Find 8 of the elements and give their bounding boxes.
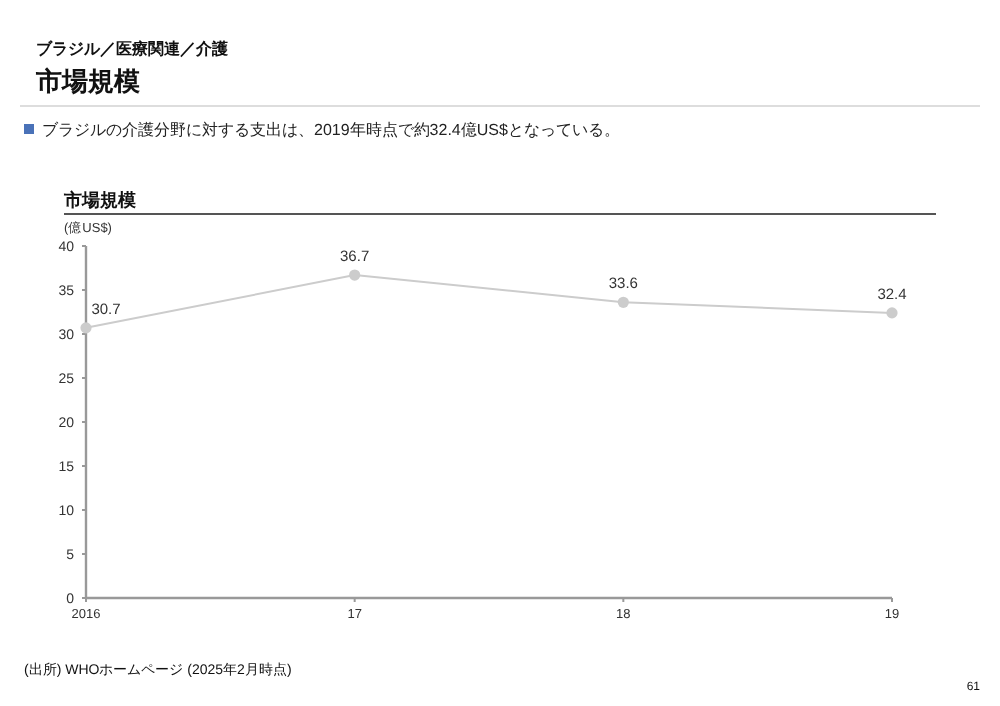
chart-subtitle: ブラジルの介護分野に対する支出は、2019年時点で約32.4億US$となっている。 [42,121,620,139]
point [886,307,898,319]
point [80,322,92,334]
point [617,296,629,308]
text: ブラジル／医療関連／介護 [36,38,228,58]
chart-title: 市場規模 [62,190,138,210]
text: 市場規模 [34,66,140,96]
point [349,269,361,281]
